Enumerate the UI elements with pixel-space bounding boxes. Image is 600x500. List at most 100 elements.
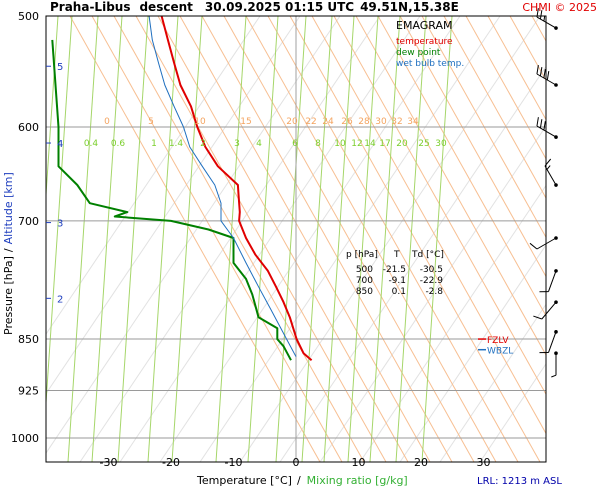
mixing-ratio-label: 25	[418, 139, 429, 149]
wind-barb-feather	[533, 315, 543, 320]
table-cell: -22.9	[420, 276, 444, 286]
pressure-tick-label: 850	[18, 333, 39, 346]
x-axis-title: Temperature [°C] / Mixing ratio [g/kg]	[196, 474, 408, 487]
mixing-ratio-label: 6	[292, 139, 298, 149]
isotherm-line	[399, 16, 546, 278]
mixing-ratio-line	[421, 16, 453, 462]
wind-barb-station-dot	[554, 236, 558, 240]
isotherm-line	[443, 16, 546, 199]
wind-barb-feather	[536, 65, 539, 75]
isotherm-label: 20	[286, 117, 298, 127]
pressure-tick-label: 1000	[11, 432, 39, 445]
dry-adiabat	[239, 16, 541, 462]
table-cell: -21.5	[383, 265, 406, 275]
plot-frame	[45, 15, 547, 463]
series-dew-point	[51, 39, 292, 361]
isotherm-line	[355, 16, 546, 356]
temperature-tick-label: 10	[352, 456, 366, 469]
table-cell: -30.5	[420, 265, 443, 275]
wind-barb-station-dot	[554, 183, 558, 187]
wind-barb-staff	[548, 270, 557, 292]
mixing-ratio-label: 20	[396, 139, 408, 149]
legend-wet-bulb: wet bulb temp.	[396, 59, 464, 69]
isotherm-label: 32	[391, 117, 402, 127]
values-table: p [hPa] T Td [°C] 500 -21.5 -30.5 700 -9…	[346, 250, 444, 297]
wind-barb-station-dot	[554, 26, 558, 30]
legend-temperature: temperature	[396, 37, 453, 47]
mixing-ratio-label: 14	[364, 139, 376, 149]
station-title: Praha-Libus descent 30.09.2025 01:15 UTC 49…	[50, 0, 459, 14]
wind-barb-station-dot	[554, 135, 558, 139]
dry-adiabat	[479, 362, 546, 462]
series-temperature	[160, 16, 313, 361]
isotherm-line	[377, 16, 546, 317]
wind-barb-feather	[543, 69, 546, 79]
temperature-tick-label: -10	[225, 456, 243, 469]
isotherm-line	[179, 16, 431, 462]
wind-barb-half-feather	[543, 16, 546, 22]
series-wet-bulb-temp	[148, 16, 297, 357]
pressure-tick-label: 600	[18, 121, 39, 134]
mixing-ratio-line	[275, 16, 307, 462]
isotherm-line	[157, 16, 409, 462]
mixing-ratio-line	[117, 16, 149, 462]
dry-adiabat	[46, 16, 261, 336]
isotherm-line	[113, 16, 365, 462]
isotherm-label: 15	[240, 117, 251, 127]
mixing-ratio-label: 1.4	[169, 139, 184, 149]
dry-adiabat	[79, 16, 381, 462]
dry-adiabat	[119, 16, 421, 462]
pressure-tick-label: 500	[18, 10, 39, 23]
mixing-ratio-label: 2	[200, 139, 206, 149]
wind-barb-half-feather	[546, 165, 551, 170]
mixing-ratio-line	[215, 16, 247, 462]
isotherm-label: 10	[194, 117, 206, 127]
y-axis-title: Pressure [hPa]/Altitude [km]	[2, 172, 15, 335]
wind-barb-station-dot	[554, 330, 558, 334]
temperature-tick-label: -30	[100, 456, 118, 469]
isotherm-line	[531, 16, 546, 42]
mixing-ratio-line	[301, 16, 333, 462]
dry-adiabat	[439, 303, 546, 462]
wind-barb-feather	[529, 242, 538, 250]
isotherm-line	[421, 16, 546, 239]
wind-barb-station-dot	[554, 351, 558, 356]
temperature-tick-label: 20	[414, 456, 428, 469]
isotherm-line	[91, 16, 343, 462]
mixing-ratio-line	[91, 16, 123, 462]
table-cell: 850	[356, 287, 373, 297]
temperature-tick-label: -20	[162, 456, 180, 469]
table-header-t: T	[393, 250, 400, 260]
wind-barb-feather	[546, 71, 550, 81]
copyright: CHMI © 2025	[522, 1, 597, 14]
isotherm-label: 24	[322, 117, 334, 127]
mixing-ratio-label: 4	[256, 139, 262, 149]
isotherm-line	[576, 16, 600, 462]
isotherm-label: 5	[148, 117, 154, 127]
dry-adiabat	[199, 16, 501, 462]
isotherm-label: 30	[375, 117, 387, 127]
wind-barb-feather	[543, 121, 546, 131]
wind-barb-staff	[548, 331, 557, 353]
altitude-tick-label: 3	[57, 219, 63, 230]
isotherm-line	[69, 16, 321, 462]
mixing-ratio-line	[247, 16, 279, 462]
wind-barb-half-feather	[551, 374, 557, 378]
altitude-tick-label: 5	[57, 62, 63, 73]
isotherm-line	[333, 16, 546, 396]
legend-dew-point: dew point	[396, 48, 441, 58]
dry-adiabat	[159, 16, 461, 462]
temperature-tick-label: 0	[293, 456, 300, 469]
mixing-ratio-label: 30	[435, 139, 447, 149]
isotherm-label: 0	[104, 117, 110, 127]
mixing-ratio-line	[46, 16, 73, 410]
mixing-ratio-line	[46, 16, 59, 202]
dry-adiabat	[46, 16, 301, 395]
dry-adiabat	[46, 16, 341, 454]
wind-barb-station-dot	[554, 300, 558, 304]
isotherm-line	[267, 16, 519, 462]
wind-barbs-layer	[529, 8, 558, 378]
isotherm-line	[554, 16, 600, 462]
table-header-td: Td [°C]	[411, 250, 444, 260]
mixing-ratio-line	[395, 16, 427, 462]
